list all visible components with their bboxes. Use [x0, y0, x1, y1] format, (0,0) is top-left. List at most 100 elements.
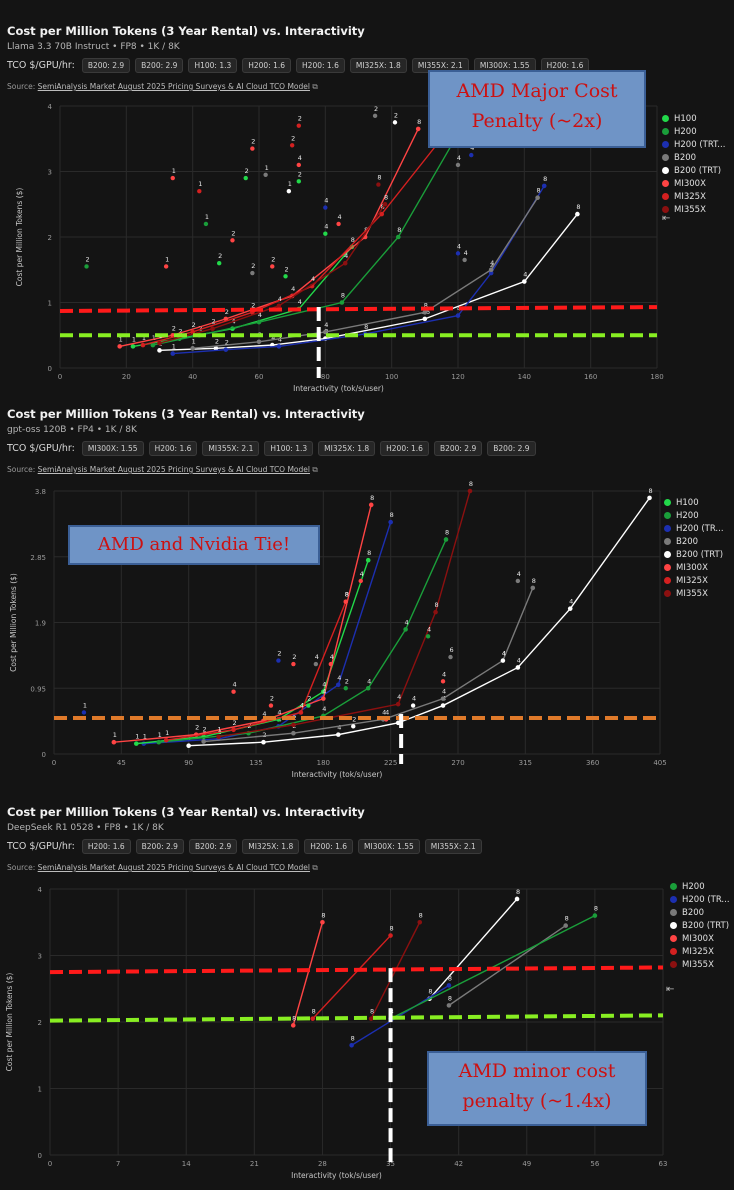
legend-label: MI300X: [682, 933, 714, 944]
legend-dot-icon: [662, 193, 669, 200]
data-label: 4: [523, 271, 527, 279]
x-axis-label: Interactivity (tok/s/user): [292, 770, 383, 779]
x-tick-label: 56: [590, 1160, 599, 1168]
source-link[interactable]: SemiAnalysis Market August 2025 Pricing …: [37, 82, 310, 91]
data-label: 8: [532, 577, 536, 585]
data-label: 2: [211, 318, 215, 326]
legend-label: MI355X: [676, 588, 708, 599]
data-label: 8: [384, 193, 388, 201]
annotation-callout: AMD minor cost penalty (~1.4x): [427, 1051, 647, 1126]
legend-item[interactable]: H200: [664, 509, 724, 522]
legend-item[interactable]: H100: [664, 496, 724, 509]
data-label: 4: [569, 598, 573, 606]
x-tick-label: 160: [584, 373, 597, 381]
data-label: 4: [324, 321, 328, 329]
data-label: 2: [232, 719, 236, 727]
legend-item[interactable]: MI300X: [670, 932, 730, 945]
legend-item[interactable]: MI355X: [664, 587, 724, 600]
data-label: 8: [292, 1014, 296, 1022]
legend-dot-icon: [664, 564, 671, 571]
data-label: 4: [517, 570, 521, 578]
x-tick-label: 120: [451, 373, 464, 381]
data-label: 8: [565, 915, 569, 923]
legend-dot-icon: [670, 883, 677, 890]
legend-label: H200: [676, 510, 699, 521]
tco-chip: B200: 2.9: [433, 441, 483, 456]
data-point: [296, 123, 301, 128]
data-label: 1: [119, 335, 123, 343]
data-label: 8: [537, 187, 541, 195]
reference-line: [49, 1013, 664, 1023]
data-point: [223, 347, 229, 352]
data-label: 2: [172, 324, 176, 332]
legend-item[interactable]: H200 (TR...: [664, 522, 724, 535]
legend-label: MI300X: [676, 562, 708, 573]
legend-item[interactable]: H200 (TRT...: [662, 138, 725, 151]
data-label: 1: [158, 731, 162, 739]
legend-item[interactable]: MI355X: [670, 958, 730, 971]
legend-item[interactable]: H200: [662, 125, 725, 138]
collapse-legend-icon[interactable]: ⇤: [662, 213, 671, 224]
series-line: [428, 898, 518, 1000]
legend-label: MI325X: [676, 575, 708, 586]
legend-item[interactable]: B200 (TRT): [664, 548, 724, 561]
legend-item[interactable]: B200: [664, 535, 724, 548]
y-axis-label: Cost per Million Tokens ($): [5, 973, 14, 1072]
legend-item[interactable]: B200: [662, 151, 725, 164]
data-label: 8: [321, 911, 325, 919]
legend-item[interactable]: MI355X: [662, 203, 725, 216]
data-label: 4: [464, 249, 468, 257]
external-link-icon[interactable]: ⧉: [312, 863, 318, 872]
data-label: 1: [132, 335, 136, 343]
data-label: 1: [198, 180, 202, 188]
data-label: 4: [427, 625, 431, 633]
source-link[interactable]: SemiAnalysis Market August 2025 Pricing …: [37, 465, 310, 474]
x-tick-label: 40: [188, 373, 197, 381]
data-label: 4: [442, 688, 446, 696]
data-label: 2: [195, 724, 199, 732]
data-point: [415, 126, 421, 132]
data-label: 1: [152, 334, 156, 342]
tco-chip: B200: 2.9: [135, 58, 184, 73]
data-point: [592, 913, 598, 918]
x-tick-label: 180: [650, 373, 663, 381]
collapse-legend-icon[interactable]: ⇤: [666, 984, 675, 995]
external-link-icon[interactable]: ⧉: [312, 82, 318, 91]
y-tick-label: 1.9: [35, 620, 46, 628]
legend-item[interactable]: B200 (TRT): [662, 164, 725, 177]
source-link[interactable]: SemiAnalysis Market August 2025 Pricing …: [37, 863, 310, 872]
legend-label: B200: [682, 907, 705, 918]
legend-item[interactable]: B200: [670, 906, 730, 919]
legend-item[interactable]: MI325X: [664, 574, 724, 587]
data-label: 8: [594, 905, 598, 913]
x-tick-label: 315: [519, 759, 532, 767]
external-link-icon[interactable]: ⧉: [312, 465, 318, 474]
legend-item[interactable]: MI325X: [662, 190, 725, 203]
legend-item[interactable]: MI300X: [664, 561, 724, 574]
data-point: [323, 231, 328, 236]
data-label: 2: [192, 321, 196, 329]
legend-item[interactable]: B200 (TRT): [670, 919, 730, 932]
data-label: 2: [251, 301, 255, 309]
data-point: [388, 933, 393, 938]
tco-chip: MI325X: 1.8: [318, 441, 376, 456]
data-point: [376, 182, 381, 187]
data-point: [111, 739, 117, 745]
tco-chip: H200: 1.6: [296, 58, 345, 73]
legend-item[interactable]: H100: [662, 112, 725, 125]
data-label: 1: [143, 733, 147, 741]
legend-dot-icon: [662, 167, 669, 174]
legend-item[interactable]: H200 (TR...: [670, 893, 730, 906]
x-tick-label: 0: [58, 373, 62, 381]
data-point: [276, 303, 282, 309]
data-point: [230, 238, 235, 243]
legend-item[interactable]: H200: [670, 880, 730, 893]
legend-item[interactable]: MI325X: [670, 945, 730, 958]
legend-dot-icon: [664, 551, 671, 558]
data-label: 2: [394, 111, 398, 119]
data-point: [388, 519, 393, 525]
legend-item[interactable]: MI300X: [662, 177, 725, 190]
x-tick-label: 0: [52, 759, 56, 767]
data-label: 2: [245, 167, 249, 175]
x-tick-label: 60: [255, 373, 264, 381]
